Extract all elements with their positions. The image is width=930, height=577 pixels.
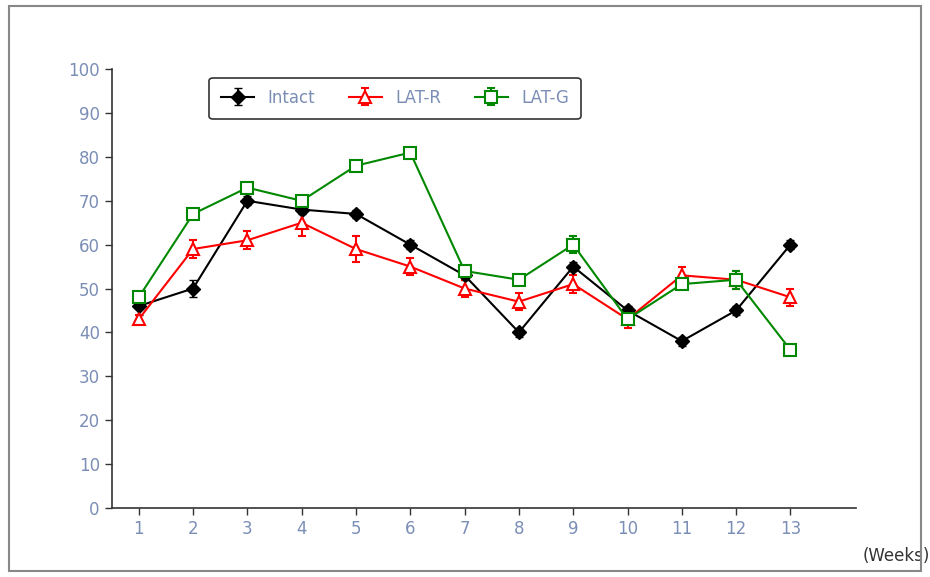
- Text: (Weeks): (Weeks): [863, 547, 930, 565]
- Legend: Intact, LAT-R, LAT-G: Intact, LAT-R, LAT-G: [209, 77, 580, 119]
